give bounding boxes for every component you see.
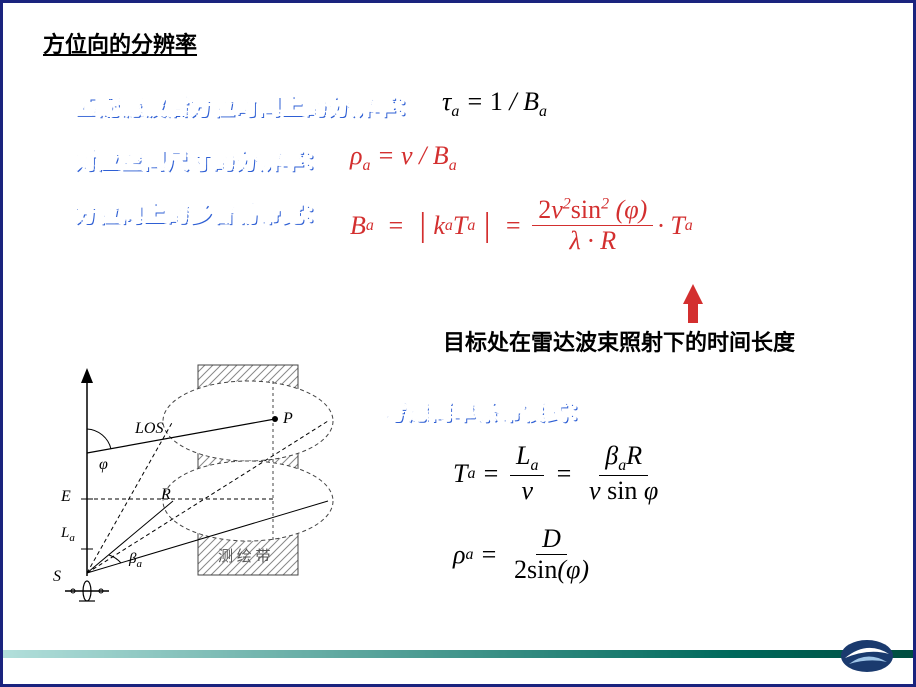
label-S: S bbox=[53, 568, 61, 585]
annotation-text: 目标处在雷达波束照射下的时间长度 bbox=[443, 325, 795, 357]
label-rho: 对应空间尺寸的分辨率： bbox=[73, 142, 326, 174]
arrow-stem bbox=[688, 301, 698, 323]
label-phi: φ bbox=[99, 456, 108, 473]
footer-bar bbox=[3, 650, 913, 658]
row-tau: 匹配滤波后方位时间上的分辨率： τa = 1 / Ba bbox=[43, 87, 873, 121]
label-swath: 测 绘 带 bbox=[218, 548, 271, 565]
org-logo-icon bbox=[839, 636, 895, 676]
label-La: La bbox=[60, 525, 75, 544]
label-strip: 考虑简单条带模式： bbox=[383, 393, 859, 425]
label-R: R bbox=[160, 486, 171, 503]
label-P: P bbox=[282, 410, 293, 427]
slide-container: 方位向的分辨率 匹配滤波后方位时间上的分辨率： τa = 1 / Ba 对应空间… bbox=[3, 3, 913, 684]
page-title: 方位向的分辨率 bbox=[43, 27, 873, 59]
row-Ba: 方位向上的多普勒带宽： Ba = | kaTa | = 2v2sin2 (φ) … bbox=[43, 195, 873, 256]
label-beta: βa bbox=[128, 551, 142, 570]
formula-tau: τa = 1 / Ba bbox=[442, 87, 547, 121]
formula-rho-D: ρa = D2sin(φ) bbox=[453, 524, 883, 585]
label-LOS: LOS bbox=[134, 420, 163, 437]
formula-Ba: Ba = | kaTa | = 2v2sin2 (φ) λ · R · Ta bbox=[350, 195, 693, 256]
formula-Ta: Ta = Lav = βaRv sin φ bbox=[453, 441, 883, 506]
label-E: E bbox=[60, 488, 71, 505]
row-rho: 对应空间尺寸的分辨率： ρa = v / Ba bbox=[43, 141, 873, 175]
label-Ba: 方位向上的多普勒带宽： bbox=[73, 195, 326, 227]
geometry-diagram: LOS P φ E R La βa S 测 绘 带 bbox=[43, 351, 343, 621]
formula-rho: ρa = v / Ba bbox=[350, 141, 457, 175]
strip-mode-block: 考虑简单条带模式： Ta = Lav = βaRv sin φ ρa = D2s… bbox=[383, 393, 883, 603]
label-tau: 匹配滤波后方位时间上的分辨率： bbox=[73, 88, 418, 120]
